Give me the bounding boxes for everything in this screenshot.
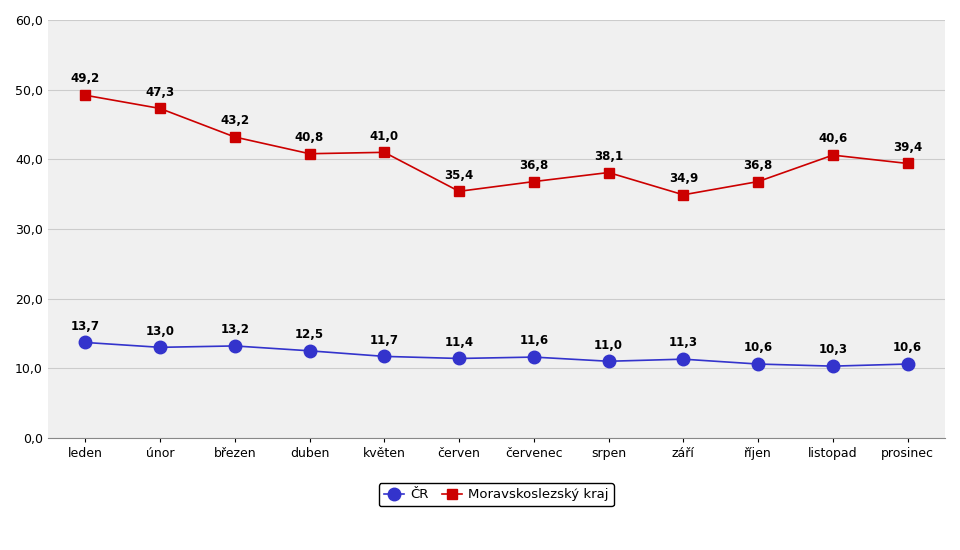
Text: 41,0: 41,0 xyxy=(370,130,398,142)
Text: 40,6: 40,6 xyxy=(818,133,848,145)
Text: 11,6: 11,6 xyxy=(519,334,548,348)
Text: 35,4: 35,4 xyxy=(444,169,473,182)
Legend: ČR, Moravskoslezský kraj: ČR, Moravskoslezský kraj xyxy=(379,483,614,507)
Text: 43,2: 43,2 xyxy=(220,114,250,127)
Text: 36,8: 36,8 xyxy=(743,159,773,172)
Text: 13,0: 13,0 xyxy=(146,324,175,338)
Text: 11,7: 11,7 xyxy=(370,334,398,346)
Text: 40,8: 40,8 xyxy=(295,131,324,144)
Text: 13,2: 13,2 xyxy=(220,323,250,336)
Text: 10,3: 10,3 xyxy=(818,343,848,356)
Text: 36,8: 36,8 xyxy=(519,159,548,172)
Text: 11,0: 11,0 xyxy=(594,339,623,351)
Text: 49,2: 49,2 xyxy=(71,73,100,85)
Text: 39,4: 39,4 xyxy=(893,141,923,154)
Text: 10,6: 10,6 xyxy=(744,342,773,354)
Text: 38,1: 38,1 xyxy=(594,150,623,163)
Text: 47,3: 47,3 xyxy=(146,86,175,99)
Text: 11,3: 11,3 xyxy=(669,337,698,349)
Text: 10,6: 10,6 xyxy=(893,342,923,354)
Text: 13,7: 13,7 xyxy=(71,320,100,333)
Text: 34,9: 34,9 xyxy=(669,172,698,185)
Text: 12,5: 12,5 xyxy=(295,328,324,341)
Text: 11,4: 11,4 xyxy=(444,336,473,349)
